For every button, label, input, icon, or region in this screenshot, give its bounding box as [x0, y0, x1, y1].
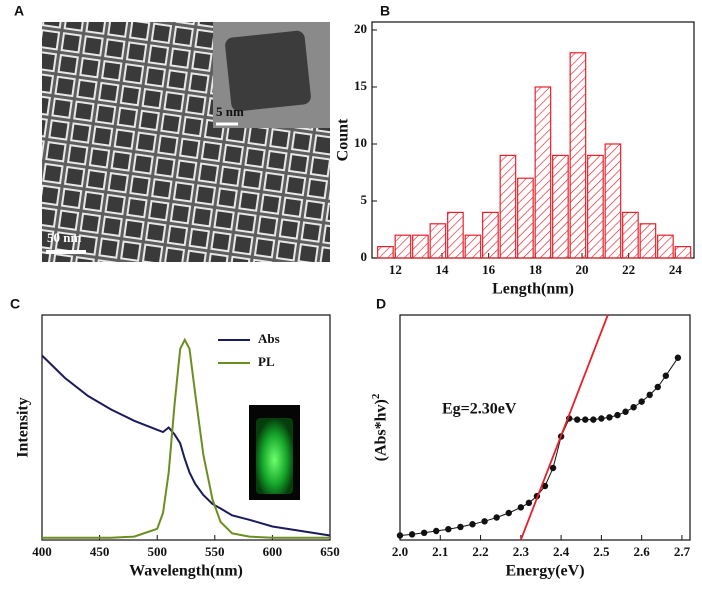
data-point: [408, 531, 416, 538]
x-tick-label: 2.6: [634, 544, 651, 559]
y-tick-label: 15: [354, 78, 368, 93]
x-tick-label: 2.4: [553, 544, 570, 559]
data-point: [582, 416, 589, 423]
bar: [604, 143, 622, 259]
x-axis-label: Wavelength(nm): [129, 563, 243, 580]
x-tick-label: 20: [576, 262, 589, 277]
data-point: [598, 415, 605, 422]
data-point: [525, 499, 533, 507]
bar: [674, 245, 692, 259]
data-point: [493, 514, 500, 521]
bar: [499, 154, 517, 259]
legend-label: Abs: [258, 331, 280, 346]
x-tick-label: 2.0: [392, 544, 408, 559]
data-point: [420, 529, 428, 536]
y-tick-label: 0: [361, 249, 368, 264]
x-tick-label: 2.1: [432, 544, 448, 559]
x-tick-label: 24: [669, 262, 683, 277]
x-tick-label: 2.2: [472, 544, 488, 559]
data-point: [549, 464, 557, 472]
x-tick-label: 600: [263, 544, 283, 559]
x-tick-label: 2.5: [593, 544, 610, 559]
data-point: [606, 414, 613, 421]
vial: [256, 418, 293, 494]
bar: [412, 234, 429, 259]
y-axis-label-exponent: 2: [370, 393, 382, 399]
data-point: [481, 518, 488, 525]
x-tick-label: 16: [482, 262, 496, 277]
bar: [587, 154, 604, 259]
x-tick-label: 500: [147, 544, 167, 559]
x-tick-label: 18: [529, 262, 543, 277]
x-axis-label: Energy(eV): [505, 563, 584, 580]
data-point: [590, 416, 597, 423]
fit-line: [519, 314, 609, 541]
line-series: [42, 337, 330, 539]
connecting-line: [399, 357, 679, 536]
x-tick-label: 14: [436, 262, 450, 277]
line-series: [41, 354, 331, 537]
plot-frame: [41, 314, 331, 541]
bar: [657, 234, 674, 259]
x-axis-label: Length(nm): [492, 281, 574, 298]
data-point: [662, 372, 670, 379]
y-axis-label: (Abs*hv)2: [370, 393, 390, 461]
data-point: [674, 354, 682, 361]
bar: [534, 86, 552, 259]
bar: [429, 223, 447, 259]
data-point: [630, 404, 637, 411]
panel-label: B: [380, 3, 390, 19]
annotation: Eg=2.30eV: [442, 401, 517, 418]
panel-label: A: [14, 3, 24, 19]
inset-cube: [225, 30, 311, 112]
bar: [377, 245, 394, 259]
data-point: [517, 504, 525, 511]
panel-label: C: [10, 296, 20, 312]
data-point: [433, 527, 440, 535]
x-tick-label: 400: [32, 544, 52, 559]
x-tick-label: 650: [320, 544, 340, 559]
y-axis-label: Count: [335, 118, 352, 161]
data-point: [445, 526, 452, 533]
data-point: [638, 398, 645, 405]
data-point: [457, 523, 464, 531]
y-tick-label: 5: [361, 192, 368, 207]
data-point: [622, 408, 629, 415]
data-point: [469, 521, 476, 528]
x-tick-label: 12: [389, 262, 402, 277]
y-axis-label: Intensity: [15, 397, 32, 457]
bar: [639, 223, 657, 259]
data-point: [396, 532, 404, 539]
legend-label: PL: [258, 354, 275, 369]
bar: [482, 211, 499, 259]
scale-label: 50 nm: [47, 230, 81, 245]
bar: [622, 211, 639, 259]
bar: [552, 154, 569, 259]
panel-label: D: [376, 296, 386, 312]
data-point: [614, 411, 621, 419]
x-tick-label: 450: [90, 544, 110, 559]
bar: [394, 234, 412, 259]
data-point: [541, 482, 549, 490]
scale-label: 5 nm: [216, 104, 244, 119]
y-tick-label: 10: [354, 135, 367, 150]
y-tick-label: 20: [354, 21, 367, 36]
bar: [447, 211, 464, 259]
bar: [464, 234, 482, 259]
x-tick-label: 2.7: [674, 544, 691, 559]
data-point: [574, 416, 581, 423]
plot-frame: [399, 314, 691, 541]
data-point: [654, 383, 661, 391]
x-tick-label: 22: [622, 262, 635, 277]
data-point: [505, 509, 512, 517]
bar: [569, 52, 587, 259]
x-tick-label: 550: [205, 544, 225, 559]
bar: [517, 177, 534, 259]
data-point: [646, 391, 653, 399]
x-tick-label: 2.3: [513, 544, 530, 559]
